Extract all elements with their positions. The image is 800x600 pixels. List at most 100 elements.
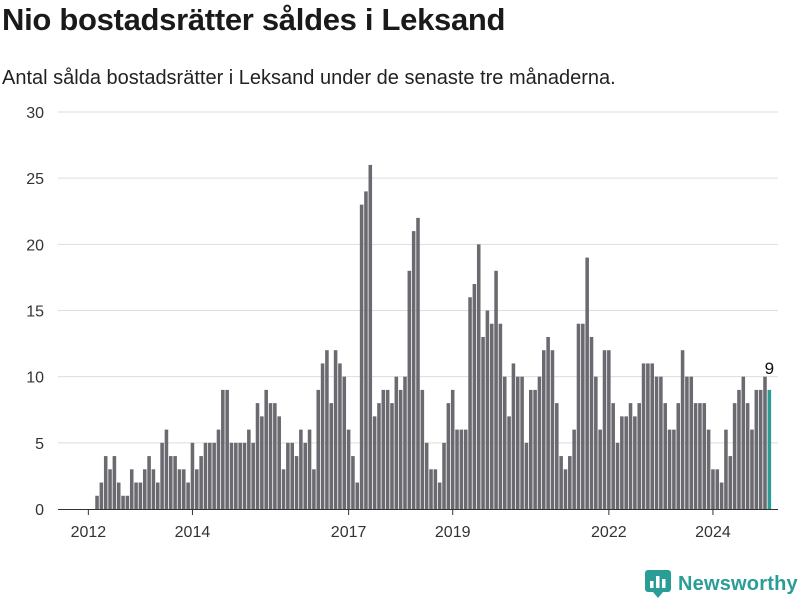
bar (186, 482, 190, 509)
bar (528, 389, 533, 509)
newsworthy-logo-icon (645, 570, 671, 598)
bar (646, 363, 650, 509)
bar (351, 456, 355, 509)
bar-highlight (767, 389, 772, 509)
bar (221, 389, 225, 509)
bar (103, 456, 108, 509)
bar (225, 389, 229, 509)
bar (273, 403, 277, 509)
bar (234, 442, 238, 509)
bar (693, 403, 698, 509)
bar (238, 442, 242, 509)
bar (758, 389, 763, 509)
bar (212, 442, 216, 509)
bar (559, 456, 563, 509)
bar (507, 416, 511, 509)
bar (121, 495, 125, 509)
bar (355, 482, 360, 509)
bar (455, 429, 459, 509)
bar (641, 363, 646, 509)
bar (303, 442, 308, 509)
bar (702, 403, 707, 509)
bar (550, 350, 555, 509)
bar-value-label: 9 (765, 359, 774, 378)
bar (680, 350, 685, 509)
y-tick-label: 20 (26, 237, 44, 254)
bar (620, 416, 624, 509)
bar (515, 376, 520, 509)
bar (173, 456, 177, 509)
bar (155, 482, 160, 509)
bar (689, 376, 694, 509)
bar (633, 416, 637, 509)
bar (177, 469, 182, 509)
bar (372, 416, 377, 509)
bar (299, 429, 303, 509)
bar (602, 350, 607, 509)
newsworthy-logo-text: Newsworthy (678, 572, 798, 595)
bar (242, 442, 247, 509)
bar (676, 403, 681, 509)
bar (446, 403, 451, 509)
bar (216, 429, 221, 509)
bar (346, 429, 351, 509)
x-tick-label: 2017 (331, 524, 367, 541)
bar (459, 429, 464, 509)
bar (381, 389, 386, 509)
y-tick-label: 30 (26, 105, 44, 122)
bar (138, 482, 143, 509)
bar (537, 376, 542, 509)
bar (589, 336, 594, 509)
bar (403, 376, 407, 509)
bar (706, 429, 711, 509)
bar (667, 429, 672, 509)
bar (168, 456, 173, 509)
bar (542, 350, 546, 509)
bar (108, 469, 112, 509)
bar (737, 389, 741, 509)
bar (598, 429, 602, 509)
x-tick-label: 2022 (591, 524, 627, 541)
bar (260, 416, 264, 509)
bar (429, 469, 433, 509)
bar (164, 429, 169, 509)
bar (433, 469, 438, 509)
bar (229, 442, 234, 509)
bar (286, 442, 290, 509)
bar (572, 429, 576, 509)
bar (728, 456, 733, 509)
bar (264, 389, 268, 509)
bar (563, 469, 568, 509)
bars: 9 (95, 164, 774, 510)
bar (134, 482, 138, 509)
newsworthy-logo: Newsworthy (645, 570, 798, 598)
bar (520, 376, 524, 509)
bar (142, 469, 147, 509)
bar (116, 482, 121, 509)
bar (724, 429, 728, 509)
bar (195, 469, 199, 509)
bar (732, 403, 737, 509)
bar (659, 376, 663, 509)
bar (763, 376, 767, 509)
bar (594, 376, 598, 509)
bar (719, 482, 724, 509)
bar (463, 429, 468, 509)
bar (95, 495, 99, 509)
bar (741, 376, 746, 509)
x-axis: 2012 2014 2017 2019 2022 2024 (58, 509, 778, 541)
bar (581, 323, 585, 509)
bar (568, 456, 572, 509)
bar (476, 244, 481, 510)
bar (160, 442, 164, 509)
bar (576, 323, 581, 509)
bar (420, 389, 425, 509)
bar (147, 456, 151, 509)
bar (442, 442, 446, 509)
bar (715, 469, 720, 509)
bar (368, 164, 373, 509)
bar (416, 217, 420, 509)
bar (637, 403, 641, 509)
y-tick-label: 15 (26, 304, 44, 321)
bar (364, 191, 368, 509)
